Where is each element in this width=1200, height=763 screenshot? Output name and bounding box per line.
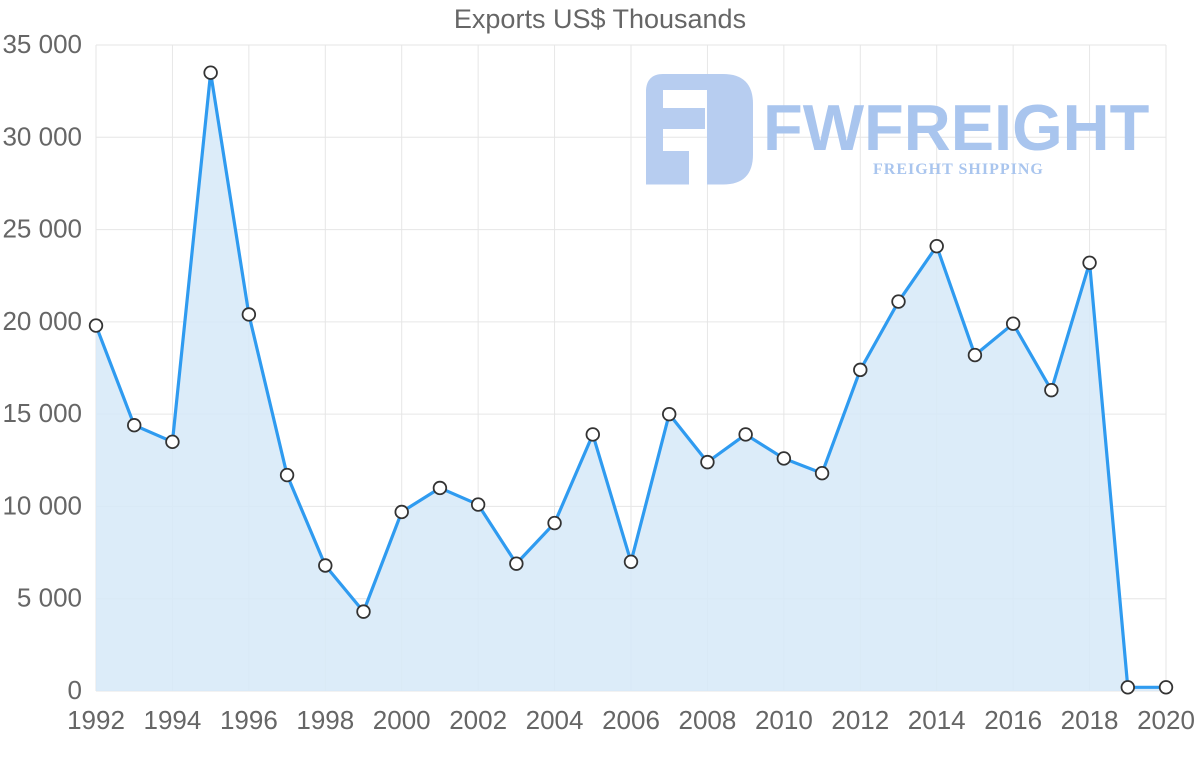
svg-text:0: 0 <box>68 675 82 705</box>
svg-text:15 000: 15 000 <box>2 398 82 428</box>
svg-text:30 000: 30 000 <box>2 121 82 151</box>
svg-text:10 000: 10 000 <box>2 490 82 520</box>
svg-text:5 000: 5 000 <box>17 583 82 613</box>
svg-text:2010: 2010 <box>755 705 813 735</box>
svg-text:1996: 1996 <box>220 705 278 735</box>
svg-text:2008: 2008 <box>679 705 737 735</box>
svg-text:1992: 1992 <box>67 705 125 735</box>
svg-text:2000: 2000 <box>373 705 431 735</box>
svg-text:2002: 2002 <box>449 705 507 735</box>
svg-text:25 000: 25 000 <box>2 214 82 244</box>
svg-text:2016: 2016 <box>984 705 1042 735</box>
svg-text:2006: 2006 <box>602 705 660 735</box>
svg-text:2014: 2014 <box>908 705 966 735</box>
svg-text:2020: 2020 <box>1137 705 1195 735</box>
svg-text:2012: 2012 <box>831 705 889 735</box>
svg-text:1994: 1994 <box>144 705 202 735</box>
svg-text:FREIGHT SHIPPING: FREIGHT SHIPPING <box>873 161 1044 178</box>
svg-text:2004: 2004 <box>526 705 584 735</box>
svg-text:2018: 2018 <box>1061 705 1119 735</box>
svg-text:20 000: 20 000 <box>2 306 82 336</box>
svg-text:FWFREIGHT: FWFREIGHT <box>763 91 1149 164</box>
svg-text:1998: 1998 <box>296 705 354 735</box>
